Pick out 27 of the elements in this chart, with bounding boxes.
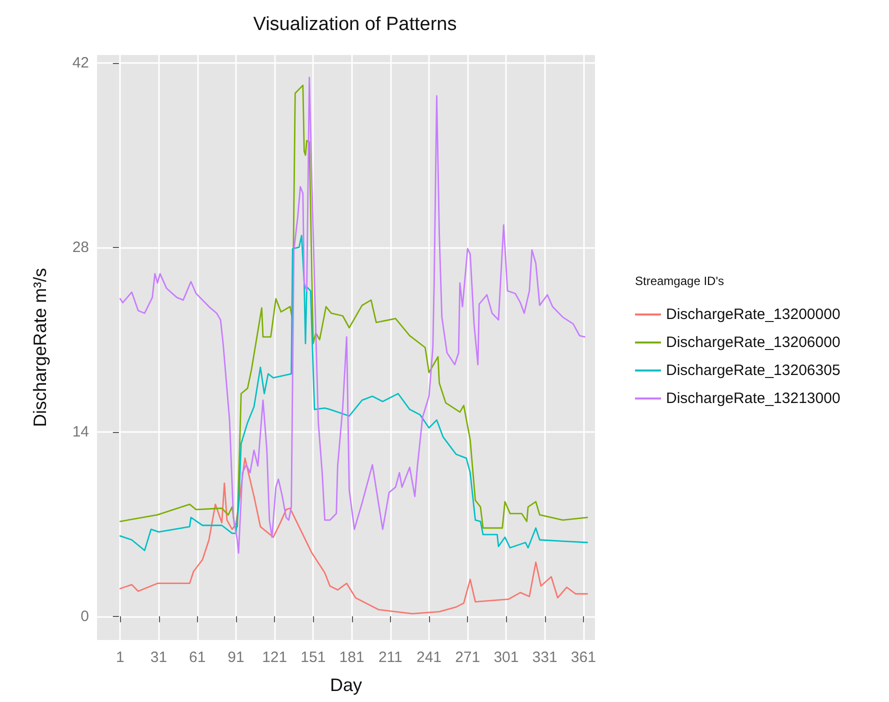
y-tick-label: 42	[72, 54, 89, 72]
legend-label: DischargeRate_13206305	[666, 362, 840, 379]
line-series	[119, 234, 588, 552]
y-tick-label: 28	[72, 238, 89, 256]
x-tick-label: 31	[150, 649, 168, 666]
x-tick-label: 211	[378, 649, 402, 666]
x-axis-title: Day	[330, 675, 362, 695]
line-series	[119, 457, 588, 614]
x-tick-label: 301	[494, 649, 519, 666]
legend-label: DischargeRate_13200000	[666, 306, 840, 323]
x-tick-label: 91	[228, 649, 244, 666]
x-tick-label: 61	[189, 649, 206, 666]
x-tick-label: 331	[532, 649, 558, 666]
x-tick-label: 181	[339, 649, 364, 666]
x-tick-label: 271	[455, 649, 480, 666]
y-tick-label: 14	[72, 423, 89, 440]
x-tick-label: 151	[300, 649, 326, 666]
legend-label: DischargeRate_13213000	[666, 390, 840, 407]
x-tick-label: 361	[570, 649, 596, 666]
legend-label: DischargeRate_13206000	[666, 334, 840, 351]
y-axis-title: DischargeRate m³/s	[30, 268, 50, 428]
legend-title: Streamgage ID's	[635, 274, 724, 288]
x-tick-label: 241	[416, 649, 442, 666]
y-tick-label: 0	[80, 608, 89, 625]
x-tick-label: 1	[116, 649, 124, 666]
x-tick-label: 121	[262, 649, 288, 666]
chart-title: Visualization of Patterns	[253, 14, 457, 35]
